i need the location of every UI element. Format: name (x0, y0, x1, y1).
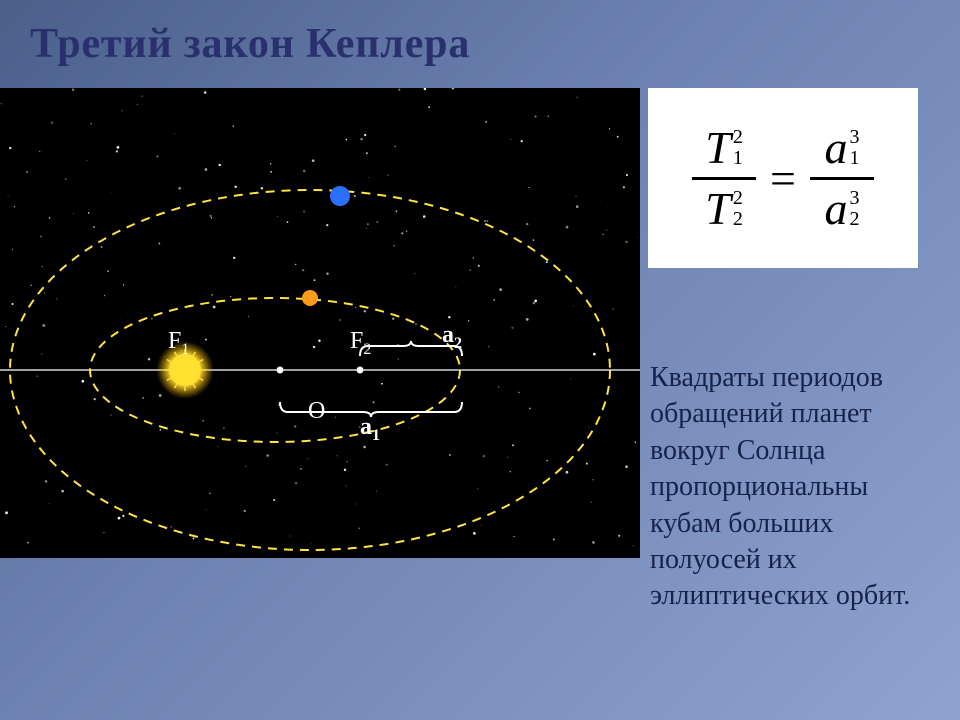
rhs-den-sup: 3 (849, 188, 859, 209)
formula-lhs: T 2 1 T 2 2 (692, 123, 756, 234)
law-definition: Квадраты периодов обращений планет вокру… (650, 360, 936, 615)
lhs-num-sup: 2 (733, 127, 743, 148)
slide: Третий закон Кеплера F1F2Oa2a1 T 2 1 T 2… (0, 0, 960, 720)
slide-title: Третий закон Кеплера (30, 20, 470, 68)
lhs-num-base: T (705, 125, 731, 171)
lhs-den-sub: 2 (733, 209, 743, 230)
lhs-denominator: T 2 2 (701, 184, 747, 234)
lhs-den-sup: 2 (733, 188, 743, 209)
lhs-numerator: T 2 1 (701, 123, 747, 173)
rhs-den-base: a (824, 186, 847, 232)
lhs-num-sub: 1 (733, 148, 743, 169)
svg-text:O: O (308, 398, 325, 424)
formula-rhs: a 3 1 a 3 2 (810, 123, 874, 234)
rhs-num-sup: 3 (849, 127, 859, 148)
rhs-num-sub: 1 (849, 148, 859, 169)
rhs-frac-bar (810, 177, 874, 180)
equals-sign: = (770, 152, 796, 205)
lhs-den-base: T (705, 186, 731, 232)
diagram-svg: F1F2Oa2a1 (0, 88, 640, 558)
rhs-den-sub: 2 (849, 209, 859, 230)
rhs-numerator: a 3 1 (820, 123, 863, 173)
rhs-num-base: a (824, 125, 847, 171)
rhs-denominator: a 3 2 (820, 184, 863, 234)
formula: T 2 1 T 2 2 = a 3 1 (648, 88, 918, 268)
kepler-diagram: F1F2Oa2a1 (0, 88, 640, 558)
lhs-frac-bar (692, 177, 756, 180)
